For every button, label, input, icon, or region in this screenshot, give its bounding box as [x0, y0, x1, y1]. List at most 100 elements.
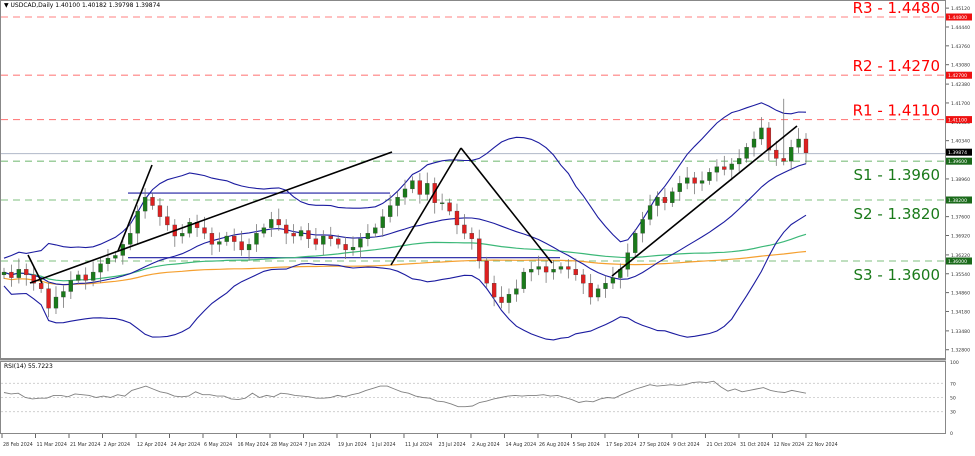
candle	[232, 235, 237, 242]
candle	[31, 274, 36, 284]
candle	[774, 149, 779, 159]
candle	[447, 202, 452, 212]
svg-text:1.39874: 1.39874	[948, 150, 967, 156]
candle	[165, 216, 170, 226]
x-tick-label: 28 May 2024	[271, 442, 302, 448]
rsi-axis-label: 70	[950, 381, 956, 387]
candle	[291, 233, 296, 237]
svg-text:1.42700: 1.42700	[948, 73, 967, 79]
y-tick-label: 1.45120	[951, 6, 970, 12]
candle	[387, 205, 393, 217]
candle	[16, 269, 22, 278]
candle	[788, 147, 794, 162]
price-tag-s1	[946, 157, 972, 165]
candle	[573, 269, 578, 276]
candle	[336, 238, 341, 245]
price-tag-s2	[946, 196, 972, 204]
trendline	[117, 164, 153, 252]
candlesticks	[1, 98, 809, 318]
candle	[417, 180, 423, 195]
candle	[180, 233, 185, 237]
candle	[350, 246, 356, 251]
candle	[521, 271, 526, 289]
y-tick-label: 1.37600	[951, 215, 970, 221]
svg-text:1.44800: 1.44800	[948, 15, 967, 21]
candle	[269, 219, 274, 228]
candle	[514, 288, 519, 295]
y-tick-label: 1.40340	[951, 139, 970, 145]
candle	[685, 177, 690, 184]
candle	[395, 197, 400, 206]
svg-text:1.38200: 1.38200	[948, 198, 967, 204]
candle	[217, 241, 222, 245]
candle	[766, 127, 772, 151]
candle	[46, 288, 51, 309]
candle	[202, 227, 207, 234]
candle	[670, 191, 675, 203]
x-tick-label: 24 Apr 2024	[170, 442, 200, 448]
x-tick-label: 22 Nov 2024	[807, 442, 838, 448]
candle	[603, 283, 608, 289]
candle	[410, 180, 415, 190]
x-tick-label: 21 Oct 2024	[706, 442, 736, 448]
price-tags: 1.44800 1.42700 1.41100 1.39600 1.38200 1.360…	[946, 13, 972, 265]
candle	[625, 252, 630, 270]
candle	[722, 166, 727, 170]
candle	[365, 233, 371, 239]
candle	[105, 258, 111, 264]
candle	[566, 266, 571, 270]
candle	[209, 233, 215, 245]
rsi-axis-label: 30	[950, 410, 956, 416]
x-tick-label: 9 Oct 2024	[673, 442, 700, 448]
candle	[135, 210, 140, 234]
x-tick-label: 27 Sep 2024	[639, 442, 669, 448]
candle	[595, 288, 601, 298]
candle	[506, 294, 512, 303]
candle	[640, 219, 645, 234]
candle	[529, 269, 534, 273]
candle	[187, 222, 192, 234]
candle	[425, 183, 430, 195]
price-tag-r2	[946, 71, 972, 79]
x-tick-label: 11 Jul 2024	[405, 442, 432, 448]
y-tick-label: 1.42380	[951, 82, 970, 88]
candle	[380, 216, 385, 228]
svg-text:1.39600: 1.39600	[948, 159, 967, 165]
price-axis: 1.45120 1.44440 1.43760 1.43080 1.42380 1.417…	[946, 6, 970, 354]
candle	[729, 163, 734, 170]
candle	[276, 219, 281, 226]
y-tick-label: 1.36220	[951, 253, 970, 259]
x-tick-label: 7 Jun 2024	[304, 442, 330, 448]
candle	[1, 271, 7, 276]
candle	[737, 158, 742, 165]
candle	[692, 177, 697, 184]
y-tick-label: 1.34180	[951, 309, 970, 315]
candle	[142, 197, 148, 212]
resistance-label-r1: R1 - 1.4110	[853, 102, 940, 120]
candle	[254, 233, 259, 245]
x-tick-label: 11 Mar 2024	[36, 442, 66, 448]
y-tick-label: 1.43080	[951, 63, 970, 69]
candle	[224, 235, 229, 242]
rsi-line	[3, 380, 807, 408]
candle	[38, 283, 44, 289]
rsi-label: RSI(14) 55.7223	[4, 363, 53, 370]
candle	[76, 274, 81, 281]
moving-average-orange	[3, 250, 807, 286]
x-tick-label: 14 Aug 2024	[505, 442, 536, 448]
y-tick-label: 1.38960	[951, 177, 970, 183]
candle	[68, 280, 73, 292]
candle	[313, 238, 319, 245]
candle	[343, 244, 348, 251]
y-tick-label: 1.34860	[951, 291, 970, 297]
sr-levels: R3 - 1.4480 R2 - 1.4270 R1 - 1.4110 S1 - 1.…	[1, 0, 945, 284]
rsi-plot-border	[0, 361, 946, 434]
candle	[284, 224, 289, 234]
x-tick-label: 12 Apr 2024	[137, 442, 167, 448]
candle	[90, 271, 96, 281]
candle	[9, 271, 14, 278]
candle	[113, 255, 118, 259]
candle	[61, 291, 66, 298]
y-tick-label: 1.36920	[951, 233, 970, 239]
